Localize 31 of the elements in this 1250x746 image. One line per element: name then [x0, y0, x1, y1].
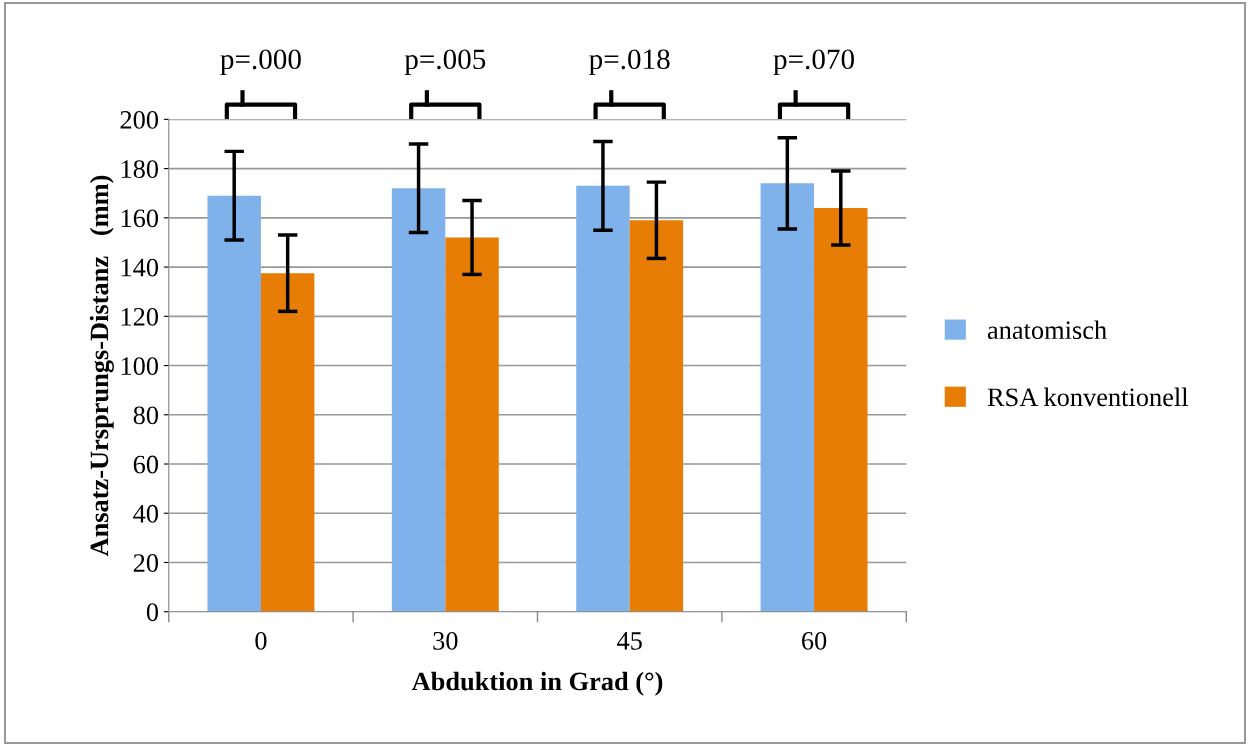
- bar: [445, 237, 499, 612]
- text: p=.005: [404, 49, 486, 76]
- legend-label: anatomisch: [987, 320, 1107, 340]
- text: p=.000: [220, 49, 301, 76]
- x-tick-label: 30: [433, 631, 458, 650]
- y-tick-label: 40: [133, 504, 159, 523]
- x-tick-label: 0: [255, 631, 267, 650]
- y-tick-label: 0: [146, 603, 159, 622]
- bar: [260, 273, 315, 612]
- bar: [391, 188, 446, 612]
- bar: [760, 183, 815, 612]
- y-tick-label: 160: [121, 209, 159, 228]
- text: p=.018: [589, 49, 670, 76]
- bar: [814, 207, 868, 612]
- y-tick-label: 180: [121, 160, 159, 179]
- x-tick-label: 45: [617, 632, 642, 650]
- y-tick-label: 80: [133, 406, 159, 425]
- legend-label: RSA konventionell: [987, 387, 1189, 407]
- bar: [576, 185, 630, 612]
- x-axis-title: Abduktion in Grad (°): [411, 671, 663, 696]
- text: p=.070: [773, 49, 854, 76]
- y-tick-label: 200: [120, 110, 159, 129]
- bar: [207, 195, 261, 612]
- y-tick-label: 140: [121, 258, 159, 277]
- y-tick-label: 20: [133, 554, 159, 572]
- y-tick-label: 60: [133, 455, 159, 474]
- y-tick-label: 120: [121, 307, 159, 326]
- y-tick-label: 100: [121, 357, 159, 375]
- x-tick-label: 60: [802, 631, 827, 650]
- bar: [629, 220, 684, 612]
- y-axis-title: Ansatz-Ursprungs-Distanz (mm): [89, 175, 114, 557]
